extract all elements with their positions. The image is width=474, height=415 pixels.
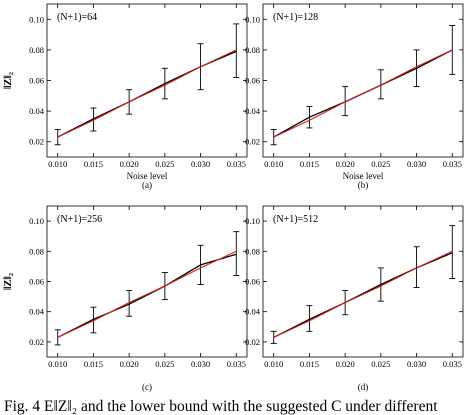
x-tick-label: 0.010 [48, 159, 67, 169]
y-tick-label: 0.08 [245, 246, 260, 256]
x-tick-label: 0.035 [443, 159, 462, 169]
series-line-1 [57, 250, 237, 338]
x-tick-label: 0.015 [300, 359, 319, 369]
y-tick-label: 0.04 [245, 106, 261, 116]
chart-panel-0: 0.010 0.015 0.020 0.025 0.030 0.035 0.02 0.04 0.… [3, 3, 248, 190]
chart-panel-1: 0.010 0.015 0.020 0.025 0.030 0.035 0.02 0.04 0.… [245, 3, 464, 190]
y-tick-label: 0.04 [29, 307, 45, 317]
panel-sublabel: (a) [142, 180, 152, 190]
x-tick-label: 0.010 [264, 159, 283, 169]
series-line-0 [57, 253, 237, 338]
x-tick-label: 0.010 [264, 359, 283, 369]
y-tick-label: 0.10 [29, 216, 44, 226]
figure-caption: Fig. 4 E‖Z‖₂ and the lower bound with th… [4, 398, 438, 415]
x-tick-label: 0.025 [371, 159, 390, 169]
x-tick-label: 0.015 [300, 159, 319, 169]
x-tick-label: 0.025 [155, 359, 174, 369]
panel-sublabel: (b) [358, 180, 369, 190]
y-tick-label: 0.06 [29, 277, 44, 287]
plot-frame [46, 205, 248, 358]
y-axis-title: ‖Z‖₂ [3, 72, 14, 89]
x-tick-label: 0.030 [407, 159, 426, 169]
series-line-1 [57, 49, 237, 138]
y-tick-label: 0.02 [29, 137, 44, 147]
y-tick-label: 0.04 [29, 106, 45, 116]
y-tick-label: 0.10 [245, 216, 260, 226]
y-tick-label: 0.06 [29, 76, 44, 86]
panel-sublabel: (d) [358, 382, 369, 392]
series-line-1 [273, 49, 453, 138]
y-tick-label: 0.02 [245, 337, 260, 347]
x-tick-label: 0.030 [191, 359, 210, 369]
x-tick-label: 0.035 [227, 159, 246, 169]
y-tick-label: 0.02 [29, 337, 44, 347]
y-tick-label: 0.02 [245, 137, 260, 147]
chart-panel-2: 0.010 0.015 0.020 0.025 0.030 0.035 0.02 0.04 0.… [3, 205, 248, 392]
x-tick-label: 0.025 [155, 159, 174, 169]
x-tick-label: 0.015 [84, 359, 103, 369]
x-tick-label: 0.015 [84, 159, 103, 169]
x-tick-label: 0.020 [336, 159, 355, 169]
x-tick-label: 0.020 [120, 359, 139, 369]
y-axis-title: ‖Z‖₂ [3, 273, 14, 290]
y-tick-label: 0.06 [245, 76, 260, 86]
x-axis-title: Noise level [127, 171, 168, 181]
x-tick-label: 0.020 [336, 359, 355, 369]
x-tick-label: 0.010 [48, 359, 67, 369]
x-tick-label: 0.030 [407, 359, 426, 369]
y-tick-label: 0.06 [245, 277, 260, 287]
plot-frame [46, 3, 248, 158]
y-tick-label: 0.10 [245, 14, 260, 24]
panel-annotation: (N+1)=256 [57, 214, 102, 225]
panel-sublabel: (c) [142, 382, 152, 392]
x-tick-label: 0.020 [120, 159, 139, 169]
panel-annotation: (N+1)=64 [57, 12, 97, 23]
plot-frame [262, 205, 464, 358]
panel-annotation: (N+1)=512 [273, 214, 318, 225]
plot-frame [262, 3, 464, 158]
x-tick-label: 0.030 [191, 159, 210, 169]
y-tick-label: 0.08 [29, 45, 44, 55]
panel-annotation: (N+1)=128 [273, 12, 318, 23]
x-tick-label: 0.035 [227, 359, 246, 369]
y-tick-label: 0.08 [245, 45, 260, 55]
x-tick-label: 0.025 [371, 359, 390, 369]
y-tick-label: 0.10 [29, 14, 44, 24]
y-tick-label: 0.04 [245, 307, 261, 317]
chart-panel-3: 0.010 0.015 0.020 0.025 0.030 0.035 0.02 0.04 0.… [245, 205, 464, 392]
x-tick-label: 0.035 [443, 359, 462, 369]
series-line-1 [273, 250, 453, 338]
x-axis-title: Noise level [343, 171, 384, 181]
y-tick-label: 0.08 [29, 246, 44, 256]
